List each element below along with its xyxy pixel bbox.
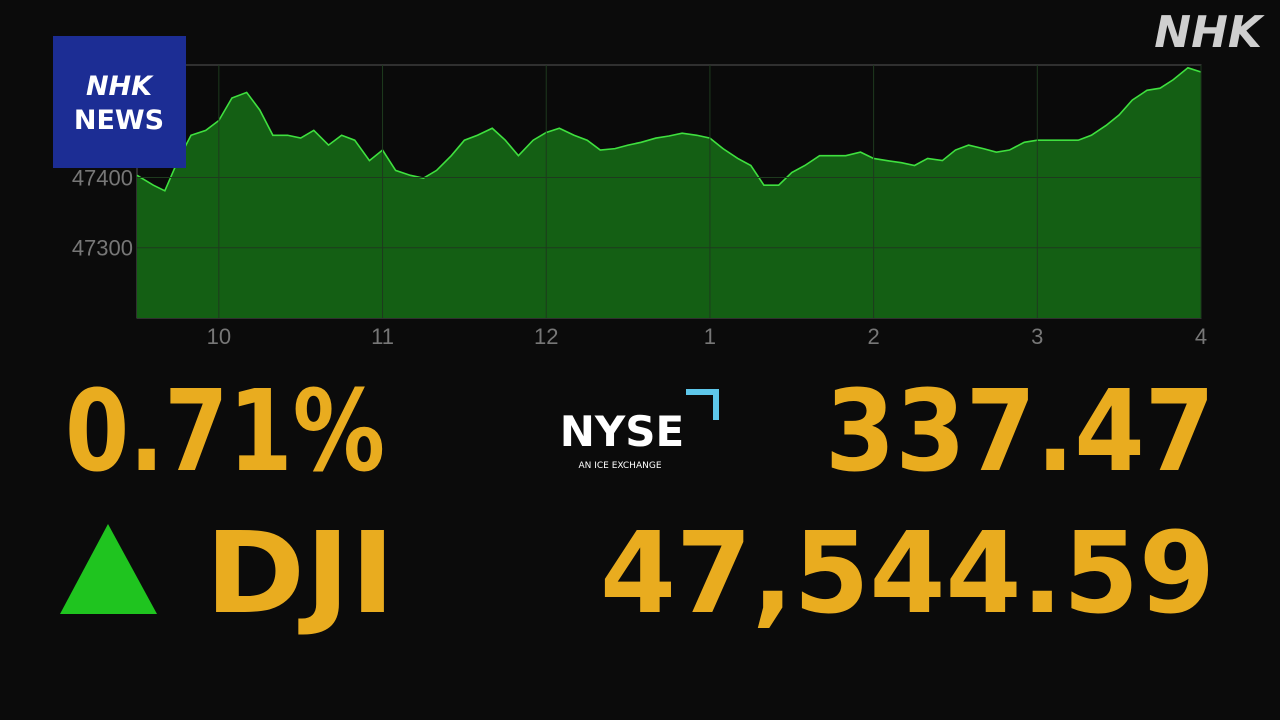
area <box>137 67 1201 318</box>
nyse-sub: AN ICE EXCHANGE <box>578 461 661 471</box>
symbol: DJI <box>205 509 395 639</box>
corner-logo: NHK <box>1154 7 1265 58</box>
change-percent: 0.71% <box>65 367 385 497</box>
news-logo-top: NHK <box>86 71 154 102</box>
news-logo-box <box>53 36 186 168</box>
x-tick-label: 11 <box>371 324 394 349</box>
nyse-logo: NYSE <box>560 407 685 456</box>
y-tick-label: 47400 <box>72 165 133 190</box>
x-tick-label: 1 <box>704 324 716 349</box>
nyse-bracket <box>686 389 719 420</box>
x-tick-label: 3 <box>1031 324 1043 349</box>
up-arrow <box>60 524 157 614</box>
x-tick-label: 4 <box>1195 324 1207 349</box>
x-tick-label: 12 <box>534 324 558 349</box>
x-tick-label: 2 <box>867 324 879 349</box>
news-logo-bottom: NEWS <box>74 105 164 136</box>
change-points: 337.47 <box>825 367 1215 497</box>
x-tick-label: 10 <box>207 324 231 349</box>
line <box>136 66 1202 192</box>
y-tick-label: 47300 <box>72 236 133 261</box>
price: 47,544.59 <box>600 509 1215 639</box>
